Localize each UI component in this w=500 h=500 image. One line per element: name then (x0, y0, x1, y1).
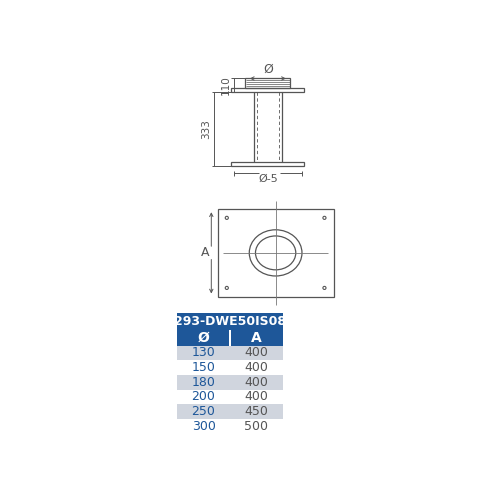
Text: Ø: Ø (263, 62, 273, 76)
Bar (177, 375, 282, 390)
Text: 110: 110 (220, 76, 230, 96)
Text: 130: 130 (192, 346, 216, 360)
Text: 150: 150 (192, 361, 216, 374)
Text: 400: 400 (244, 376, 268, 388)
Text: Ø: Ø (198, 330, 209, 344)
Text: 450: 450 (244, 405, 268, 418)
Text: 200: 200 (192, 390, 216, 404)
Bar (232, 162, 304, 166)
Text: A: A (201, 246, 209, 260)
Text: 300: 300 (192, 420, 216, 432)
Bar (232, 88, 304, 92)
Text: 250: 250 (192, 405, 216, 418)
Text: 293-DWE50IS08: 293-DWE50IS08 (174, 314, 286, 328)
Text: 400: 400 (244, 390, 268, 404)
Text: 400: 400 (244, 361, 268, 374)
Bar (218, 208, 334, 297)
Bar (177, 390, 282, 404)
Bar (177, 419, 282, 434)
Bar (177, 330, 230, 345)
Bar (229, 330, 230, 345)
Text: 180: 180 (192, 376, 216, 388)
Bar (177, 346, 282, 360)
Text: A: A (251, 330, 262, 344)
Bar (230, 330, 282, 345)
Bar (177, 360, 282, 375)
Text: Ø-5: Ø-5 (258, 174, 278, 184)
Text: 500: 500 (244, 420, 268, 432)
Bar (246, 78, 290, 88)
Text: 333: 333 (202, 120, 211, 139)
Text: 400: 400 (244, 346, 268, 360)
Bar (177, 404, 282, 419)
Bar (177, 312, 282, 330)
